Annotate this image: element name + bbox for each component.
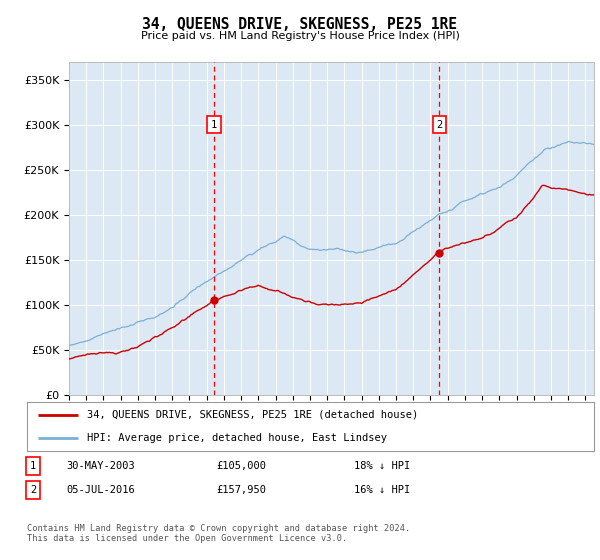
Text: Contains HM Land Registry data © Crown copyright and database right 2024.
This d: Contains HM Land Registry data © Crown c…: [27, 524, 410, 543]
Text: 34, QUEENS DRIVE, SKEGNESS, PE25 1RE: 34, QUEENS DRIVE, SKEGNESS, PE25 1RE: [143, 17, 458, 32]
Text: £105,000: £105,000: [216, 461, 266, 471]
Text: 18% ↓ HPI: 18% ↓ HPI: [354, 461, 410, 471]
Text: £157,950: £157,950: [216, 485, 266, 495]
Text: 34, QUEENS DRIVE, SKEGNESS, PE25 1RE (detached house): 34, QUEENS DRIVE, SKEGNESS, PE25 1RE (de…: [86, 410, 418, 420]
Text: 05-JUL-2016: 05-JUL-2016: [66, 485, 135, 495]
Text: 16% ↓ HPI: 16% ↓ HPI: [354, 485, 410, 495]
Text: 2: 2: [436, 120, 443, 129]
Text: 2: 2: [30, 485, 36, 495]
Text: 1: 1: [211, 120, 217, 129]
Text: 1: 1: [30, 461, 36, 471]
Text: 30-MAY-2003: 30-MAY-2003: [66, 461, 135, 471]
Text: Price paid vs. HM Land Registry's House Price Index (HPI): Price paid vs. HM Land Registry's House …: [140, 31, 460, 41]
Text: HPI: Average price, detached house, East Lindsey: HPI: Average price, detached house, East…: [86, 433, 386, 444]
